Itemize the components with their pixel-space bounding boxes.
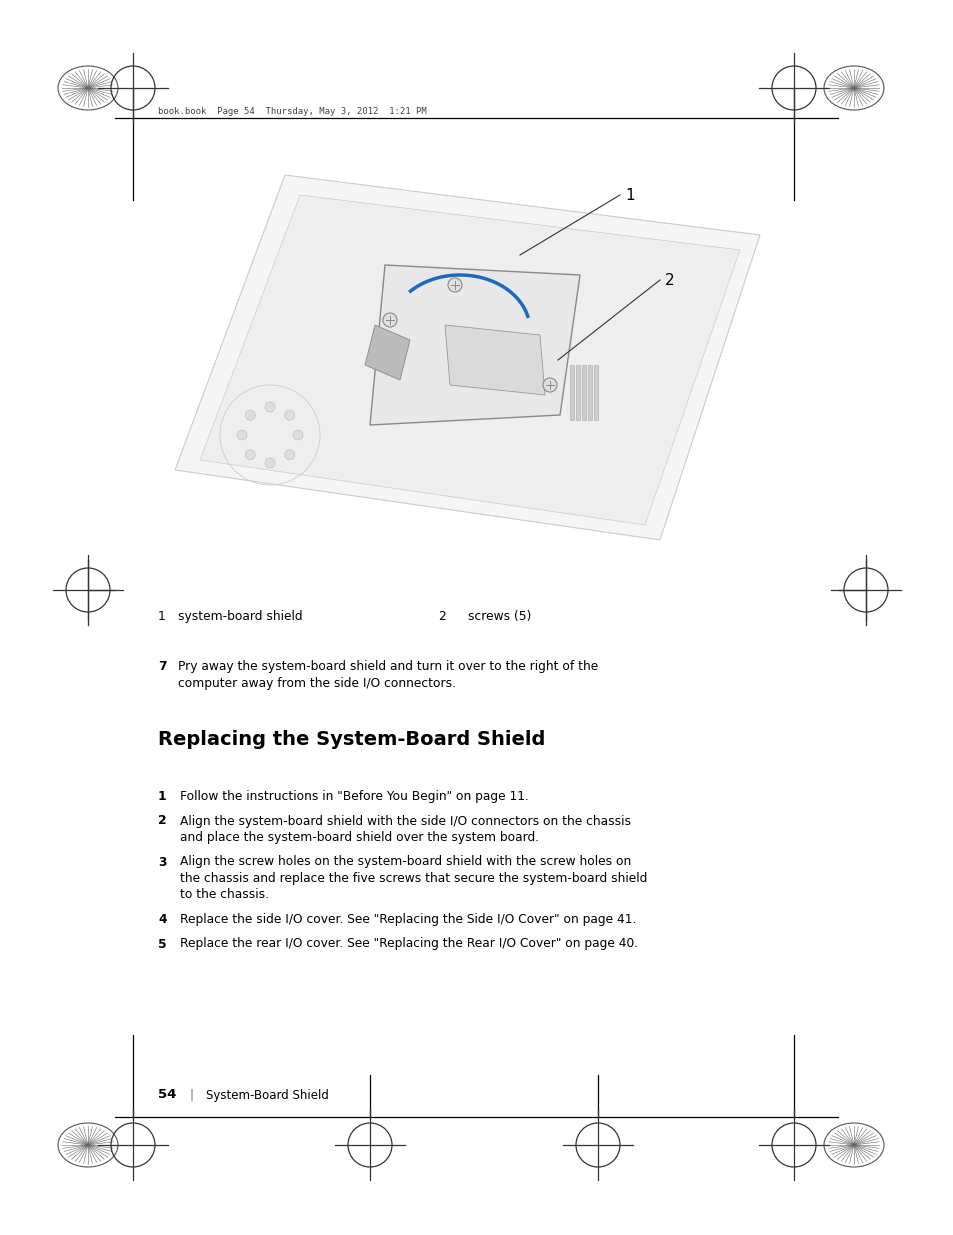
Bar <box>576 366 579 420</box>
Text: 2: 2 <box>664 273 674 288</box>
Text: and place the system-board shield over the system board.: and place the system-board shield over t… <box>180 831 538 844</box>
Text: 3: 3 <box>158 856 167 868</box>
Text: 4: 4 <box>158 913 167 926</box>
Text: the chassis and replace the five screws that secure the system-board shield: the chassis and replace the five screws … <box>180 872 647 885</box>
Text: Replacing the System-Board Shield: Replacing the System-Board Shield <box>158 730 545 748</box>
Polygon shape <box>370 266 579 425</box>
Circle shape <box>382 312 396 327</box>
Circle shape <box>265 403 274 412</box>
Text: Align the system-board shield with the side I/O connectors on the chassis: Align the system-board shield with the s… <box>180 815 630 827</box>
Circle shape <box>448 278 461 291</box>
Text: to the chassis.: to the chassis. <box>180 888 269 902</box>
Circle shape <box>285 450 294 459</box>
Bar <box>594 366 598 420</box>
Bar <box>581 366 585 420</box>
Text: System-Board Shield: System-Board Shield <box>206 1088 329 1102</box>
Circle shape <box>265 458 274 468</box>
Bar <box>569 366 574 420</box>
Text: Replace the side I/O cover. See "Replacing the Side I/O Cover" on page 41.: Replace the side I/O cover. See "Replaci… <box>180 913 636 926</box>
Polygon shape <box>444 325 544 395</box>
Text: 54: 54 <box>158 1088 176 1102</box>
Text: 5: 5 <box>158 937 167 951</box>
Polygon shape <box>200 195 740 525</box>
Text: 2: 2 <box>437 610 445 622</box>
Circle shape <box>293 430 303 440</box>
Text: 7: 7 <box>158 659 167 673</box>
Text: computer away from the side I/O connectors.: computer away from the side I/O connecto… <box>178 677 456 690</box>
Circle shape <box>236 430 247 440</box>
Text: Pry away the system-board shield and turn it over to the right of the: Pry away the system-board shield and tur… <box>178 659 598 673</box>
Text: book.book  Page 54  Thursday, May 3, 2012  1:21 PM: book.book Page 54 Thursday, May 3, 2012 … <box>158 106 426 116</box>
Text: 1: 1 <box>158 610 166 622</box>
Circle shape <box>245 410 255 420</box>
Text: 1: 1 <box>158 790 167 803</box>
Text: |: | <box>190 1088 193 1102</box>
Text: 1: 1 <box>624 188 634 203</box>
Polygon shape <box>174 175 760 540</box>
Text: Replace the rear I/O cover. See "Replacing the Rear I/O Cover" on page 40.: Replace the rear I/O cover. See "Replaci… <box>180 937 638 951</box>
Text: screws (5): screws (5) <box>468 610 531 622</box>
Text: 2: 2 <box>158 815 167 827</box>
Text: Follow the instructions in "Before You Begin" on page 11.: Follow the instructions in "Before You B… <box>180 790 528 803</box>
Polygon shape <box>365 325 410 380</box>
Text: system-board shield: system-board shield <box>178 610 302 622</box>
Text: Align the screw holes on the system-board shield with the screw holes on: Align the screw holes on the system-boar… <box>180 856 631 868</box>
Circle shape <box>245 450 255 459</box>
Circle shape <box>285 410 294 420</box>
Circle shape <box>542 378 557 391</box>
Bar <box>587 366 592 420</box>
